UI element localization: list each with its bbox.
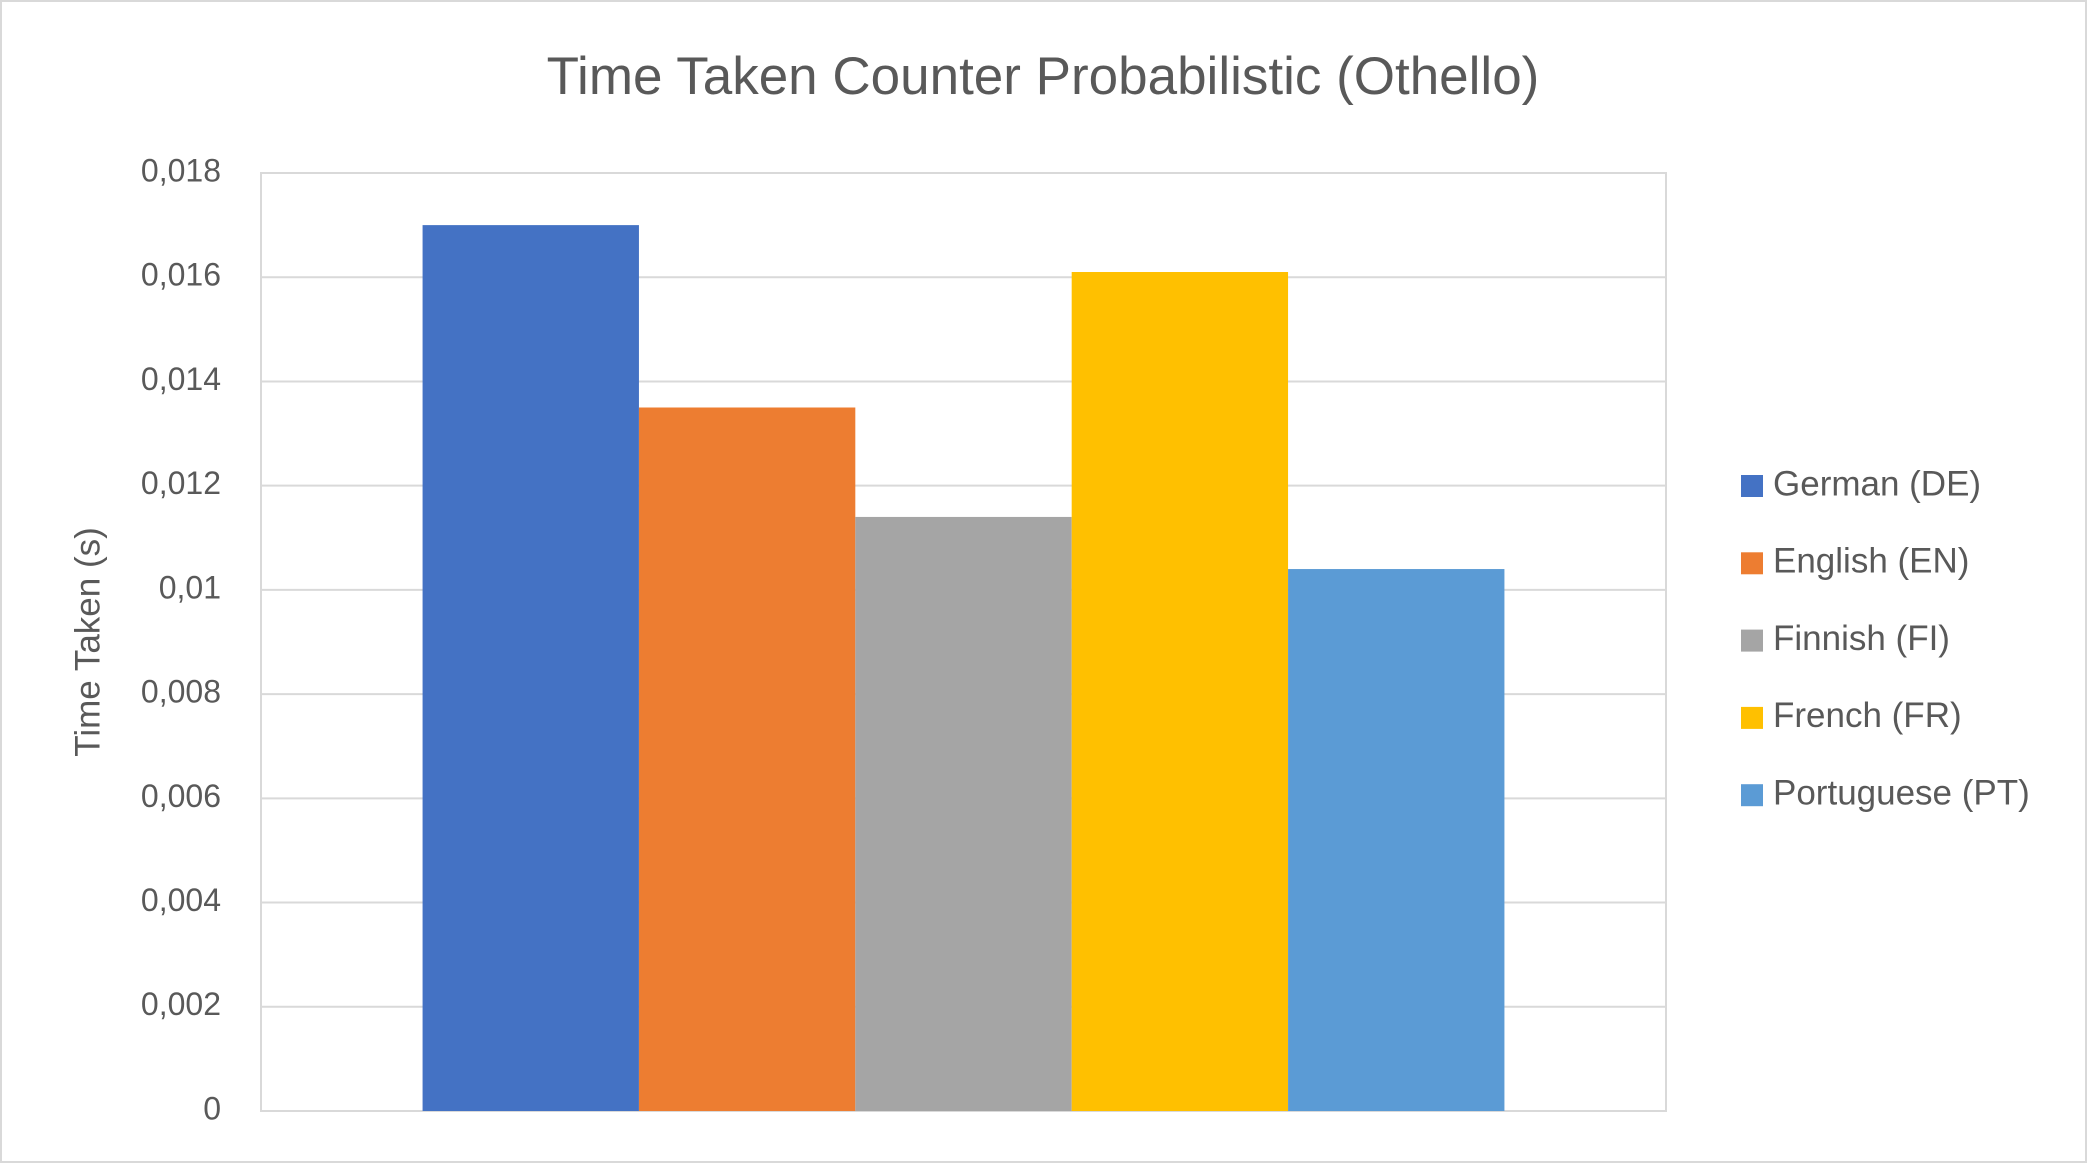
legend-swatch: [1741, 552, 1763, 575]
y-tick-label: 0,016: [141, 257, 221, 293]
y-tick-label: 0: [203, 1090, 221, 1126]
y-tick-label: 0,006: [141, 778, 221, 814]
legend-swatch: [1741, 629, 1763, 652]
y-tick-label: 0,002: [141, 986, 221, 1022]
y-tick-label: 0,01: [159, 569, 221, 605]
legend-swatch: [1741, 706, 1763, 729]
legend-label: French (FR): [1773, 696, 1962, 735]
legend-swatch: [1741, 475, 1763, 497]
bar: [1288, 569, 1505, 1111]
legend-label: Finnish (FI): [1773, 619, 1950, 658]
bar: [1071, 272, 1289, 1111]
bar: [638, 407, 856, 1111]
y-axis-label: Time Taken (s): [68, 527, 107, 757]
y-tick-label: 0,018: [141, 152, 221, 188]
y-tick-label: 0,012: [141, 465, 221, 501]
legend-label: English (EN): [1773, 542, 1969, 581]
legend-label: German (DE): [1773, 464, 1981, 503]
legend-swatch: [1741, 784, 1763, 807]
chart-title: Time Taken Counter Probabilistic (Othell…: [547, 47, 1540, 106]
y-tick-label: 0,014: [141, 361, 221, 397]
bar: [855, 516, 1072, 1111]
y-tick-label: 0,004: [141, 882, 221, 918]
legend-label: Portuguese (PT): [1773, 773, 2030, 812]
bar: [422, 225, 639, 1112]
y-tick-label: 0,008: [141, 674, 221, 710]
